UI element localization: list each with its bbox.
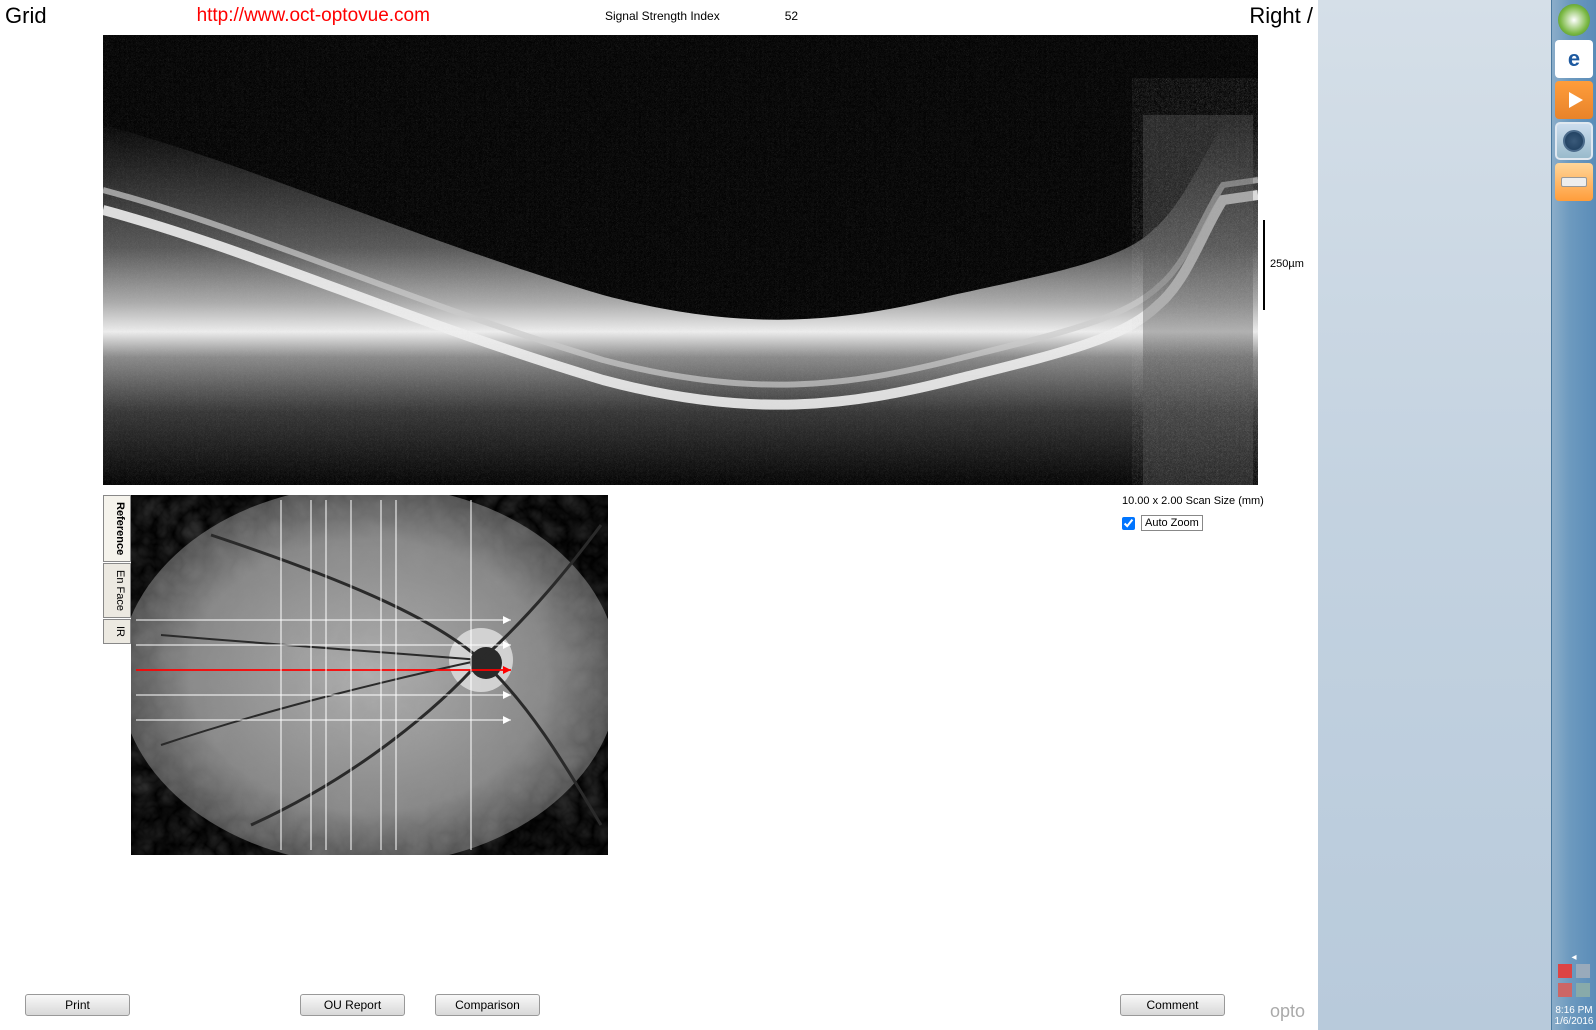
system-tray[interactable]: ◂ 8:16 PM 1/6/2016 [1552,952,1596,1030]
autozoom-label: Auto Zoom [1141,515,1203,531]
scanner-icon[interactable] [1555,163,1593,201]
url-label: http://www.oct-optovue.com [197,5,430,27]
internet-explorer-icon[interactable]: e [1555,40,1593,78]
tray-icon-2[interactable] [1576,964,1590,978]
scale-bar [1263,220,1265,310]
comparison-button[interactable]: Comparison [435,994,540,1016]
media-player-icon[interactable] [1555,81,1593,119]
tab-ir[interactable]: IR [103,619,131,644]
volume-icon[interactable] [1558,983,1572,997]
ou-report-button[interactable]: OU Report [300,994,405,1016]
fundus-image[interactable] [131,495,608,855]
autozoom-checkbox[interactable] [1122,517,1135,530]
tray-expand-icon[interactable]: ◂ [1552,952,1596,963]
fundus-container: Reference En Face IR [103,495,608,855]
tab-reference[interactable]: Reference [103,495,131,562]
side-tabs: Reference En Face IR [103,495,131,855]
header-bar: Grid http://www.oct-optovue.com Signal S… [0,0,1318,32]
scan-size-label: 10.00 x 2.00 Scan Size (mm) [1122,495,1264,507]
windows-taskbar[interactable]: e ◂ 8:16 PM 1/6/2016 [1551,0,1596,1030]
eye-label: Right / [1249,3,1313,29]
bottom-toolbar: Print OU Report Comparison Comment [0,994,1318,1022]
optovue-app-icon[interactable] [1555,122,1593,160]
clock-time[interactable]: 8:16 PM [1552,1005,1596,1016]
start-button[interactable] [1558,4,1590,36]
ssi-value: 52 [785,9,798,23]
autozoom-container: Auto Zoom [1122,515,1203,531]
print-button[interactable]: Print [25,994,130,1016]
clock-date[interactable]: 1/6/2016 [1552,1016,1596,1027]
ssi-label: Signal Strength Index [605,9,720,23]
tray-icon-1[interactable] [1558,964,1572,978]
tab-enface[interactable]: En Face [103,563,131,618]
optovue-logo: opto [1270,1001,1305,1022]
network-icon[interactable] [1576,983,1590,997]
main-content: Grid http://www.oct-optovue.com Signal S… [0,0,1318,1030]
oct-scan-image[interactable] [103,35,1258,485]
grid-label: Grid [5,3,47,29]
side-panel-gradient [1318,0,1551,1030]
comment-button[interactable]: Comment [1120,994,1225,1016]
scale-label: 250µm [1270,258,1304,270]
